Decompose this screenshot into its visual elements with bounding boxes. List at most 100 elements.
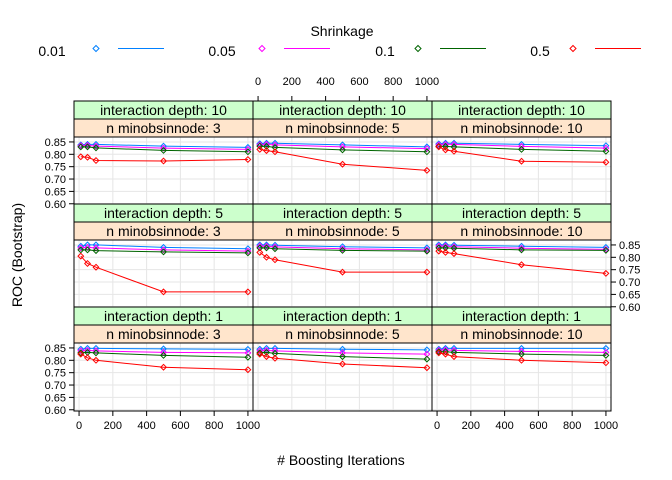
data-point-3 <box>602 359 610 367</box>
data-point-0 <box>271 241 279 249</box>
data-point-3 <box>441 248 450 256</box>
data-point-3 <box>602 158 610 166</box>
data-point-1 <box>77 244 85 252</box>
data-point-2 <box>77 143 85 151</box>
data-point-1 <box>256 347 264 355</box>
data-point-0 <box>262 344 271 352</box>
panel-5: interaction depth: 5 n minobsinnode: 10 <box>431 203 612 309</box>
y-tick-label-right: 0.70 <box>619 277 640 289</box>
data-point-2 <box>262 142 271 150</box>
legend-label-1: 0.05 <box>208 43 235 59</box>
strip-interaction-depth-label: interaction depth: 10 <box>458 102 585 118</box>
y-tick-label: 0.75 <box>45 162 66 174</box>
strip-minobsinnode-label: n minobsinnode: 10 <box>460 223 582 239</box>
y-tick-label-right: 0.75 <box>619 265 640 277</box>
data-point-0 <box>92 140 100 148</box>
y-tick-label: 0.65 <box>45 186 66 198</box>
data-point-2 <box>92 349 100 357</box>
strip-minobsinnode-label: n minobsinnode: 10 <box>460 326 582 342</box>
x-tick-label: 800 <box>563 420 581 432</box>
x-tick-label: 600 <box>171 420 189 432</box>
data-point-3 <box>262 147 271 155</box>
strip-interaction-depth-label: interaction depth: 10 <box>100 102 227 118</box>
data-point-2 <box>271 143 279 151</box>
strip-interaction-depth-label: interaction depth: 5 <box>462 205 581 221</box>
x-tick-label: 800 <box>205 420 223 432</box>
data-point-2 <box>244 148 252 156</box>
data-point-2 <box>262 244 271 252</box>
data-point-3 <box>83 259 92 268</box>
data-point-3 <box>423 268 431 276</box>
series-line-3 <box>80 255 248 293</box>
x-tick-label: 200 <box>462 420 480 432</box>
x-tick-label-top: 400 <box>316 76 334 88</box>
x-tick-label: 600 <box>529 420 547 432</box>
y-tick-label: 0.70 <box>45 380 66 392</box>
data-point-3 <box>338 160 347 168</box>
data-point-1 <box>83 346 92 354</box>
data-point-2 <box>244 249 252 257</box>
data-point-0 <box>77 141 85 149</box>
data-point-2 <box>435 244 443 252</box>
panel-2: interaction depth: 10 n minobsinnode: 10 <box>431 100 612 206</box>
data-point-2 <box>159 146 168 154</box>
data-point-0 <box>271 139 279 147</box>
data-point-2 <box>338 146 347 154</box>
data-point-0 <box>602 344 610 352</box>
strip-interaction-depth-label: interaction depth: 1 <box>462 308 581 324</box>
data-point-0 <box>244 245 252 253</box>
data-point-3 <box>338 360 347 368</box>
x-tick-label-top: 0 <box>255 76 261 88</box>
data-point-3 <box>159 288 168 296</box>
data-point-0 <box>77 242 85 250</box>
panel-border <box>431 342 612 412</box>
plot-area <box>432 137 611 205</box>
data-point-1 <box>92 142 100 150</box>
legend-label-3: 0.5 <box>530 43 550 59</box>
data-point-2 <box>602 147 610 155</box>
data-point-2 <box>423 148 431 156</box>
data-point-3 <box>244 366 252 374</box>
data-point-0 <box>517 242 526 250</box>
data-point-3 <box>441 146 450 154</box>
data-point-1 <box>423 246 431 254</box>
strip-minobsinnode-label: n minobsinnode: 3 <box>106 120 221 136</box>
y-tick-label: 0.60 <box>45 199 66 211</box>
legend-marker-2 <box>414 44 422 53</box>
x-tick-label: 0 <box>434 420 440 432</box>
series-line-3 <box>259 251 427 273</box>
strip-minobsinnode-label: n minobsinnode: 5 <box>285 223 400 239</box>
strip-interaction-depth-label: interaction depth: 1 <box>283 308 402 324</box>
x-axis-label: # Boosting Iterations <box>277 452 405 468</box>
data-point-2 <box>262 348 271 356</box>
data-point-0 <box>159 345 168 353</box>
data-point-2 <box>423 247 431 255</box>
legend-marker-0 <box>92 44 100 53</box>
data-point-3 <box>517 157 526 165</box>
data-point-3 <box>92 263 100 271</box>
data-point-1 <box>441 346 450 354</box>
panel-7: interaction depth: 1 n minobsinnode: 5 <box>252 306 433 412</box>
x-tick-label: 0 <box>76 420 82 432</box>
data-point-3 <box>602 269 610 277</box>
data-point-1 <box>159 144 168 152</box>
x-tick-label: 1000 <box>236 420 260 432</box>
y-tick-label: 0.70 <box>45 174 66 186</box>
data-point-1 <box>159 246 168 254</box>
x-tick-label: 400 <box>495 420 513 432</box>
legend-label-2: 0.1 <box>375 43 395 59</box>
data-point-2 <box>159 248 168 256</box>
data-point-3 <box>256 248 264 256</box>
data-point-1 <box>77 347 85 355</box>
data-point-3 <box>92 356 100 364</box>
data-point-3 <box>423 364 431 372</box>
data-point-2 <box>441 142 450 150</box>
data-point-2 <box>602 246 610 254</box>
data-point-0 <box>244 143 252 151</box>
x-tick-label: 400 <box>137 420 155 432</box>
data-point-2 <box>271 245 279 253</box>
data-point-2 <box>450 348 458 356</box>
y-tick-label-right: 0.60 <box>619 302 640 314</box>
data-point-2 <box>92 247 100 255</box>
